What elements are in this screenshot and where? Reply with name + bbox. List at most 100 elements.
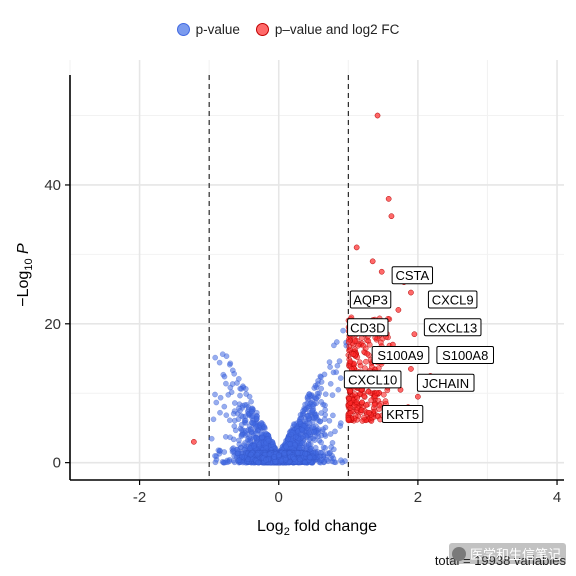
data-point-blue: [238, 433, 245, 440]
data-point-red: [347, 388, 354, 394]
data-point-blue: [299, 427, 306, 433]
legend: p-value p–value and log2 FC: [0, 22, 576, 37]
data-point-blue: [335, 386, 342, 393]
data-point-red: [385, 195, 392, 202]
data-point-red: [369, 258, 376, 265]
data-point-blue: [246, 393, 253, 400]
data-point-blue: [210, 416, 217, 423]
data-point-red: [346, 395, 352, 402]
data-point-blue: [304, 400, 311, 407]
data-point-blue: [237, 385, 243, 392]
data-point-blue: [271, 454, 278, 460]
data-point-blue: [313, 414, 320, 421]
gene-label-box: [391, 266, 434, 285]
data-point-red: [365, 388, 372, 395]
data-point-blue: [248, 398, 254, 405]
data-point-blue: [321, 371, 328, 378]
gene-label: KRT5: [386, 407, 419, 422]
data-point-blue: [231, 400, 238, 406]
data-point-blue: [276, 452, 282, 459]
data-point-blue: [223, 412, 230, 419]
data-point-blue: [230, 410, 237, 417]
data-point-blue: [242, 413, 249, 420]
legend-dot-blue: [176, 23, 190, 36]
data-point-blue: [326, 359, 333, 365]
data-point-red: [353, 399, 360, 405]
data-point-blue: [248, 451, 254, 458]
caption: total = 19938 variables: [434, 553, 566, 568]
data-point-blue: [292, 441, 298, 448]
data-point-red: [371, 401, 378, 408]
gene-label-box: [436, 346, 494, 365]
data-point-blue: [221, 403, 228, 410]
data-point-blue: [311, 437, 318, 443]
data-point-blue: [312, 382, 319, 389]
axis-titles: Log2 fold change −Log10 P: [15, 243, 377, 538]
data-point-blue: [219, 351, 226, 358]
data-point-blue: [310, 403, 316, 410]
data-point-blue: [212, 453, 218, 459]
gene-label-box: [371, 346, 430, 365]
gene-label-box: [416, 373, 475, 392]
y-axis-title: −Log10 P: [15, 243, 35, 307]
data-point-blue: [231, 370, 237, 377]
data-point-blue: [327, 364, 333, 370]
data-point-blue: [295, 450, 301, 456]
data-point-blue: [313, 395, 320, 402]
legend-label-pvalue-fc: p–value and log2 FC: [274, 22, 400, 37]
data-point-red: [361, 393, 368, 399]
data-point-blue: [322, 391, 329, 398]
gene-label-box: [427, 290, 478, 309]
watermark: 医学和生信笔记: [448, 543, 566, 564]
data-point-blue: [337, 375, 344, 381]
data-point-blue: [285, 435, 291, 442]
data-point-blue: [281, 450, 288, 457]
y-tick-label: 0: [53, 455, 61, 472]
data-point-blue: [234, 450, 241, 457]
data-point-blue: [328, 444, 334, 450]
data-point-blue: [297, 419, 303, 425]
data-point-red: [415, 393, 421, 400]
data-point-blue: [318, 439, 324, 446]
data-point-blue: [272, 458, 279, 465]
data-point-red: [190, 438, 197, 445]
data-point-red: [366, 409, 372, 416]
data-point-blue: [340, 327, 346, 334]
wechat-icon: [451, 546, 466, 561]
data-point-blue: [305, 412, 312, 419]
data-point-blue: [227, 434, 233, 441]
data-point-red: [350, 351, 357, 357]
data-point-blue: [317, 418, 323, 425]
data-point-blue: [330, 412, 336, 419]
x-tick-label: 0: [275, 489, 283, 506]
data-point-blue: [263, 457, 269, 463]
data-point-blue: [331, 342, 337, 349]
data-point-blue: [306, 437, 313, 443]
data-point-blue: [231, 417, 238, 424]
data-point-blue: [254, 451, 261, 458]
data-point-blue: [330, 455, 337, 462]
data-point-red: [345, 339, 352, 345]
data-point-red: [362, 345, 369, 352]
data-point-blue: [297, 456, 303, 463]
data-point-blue: [222, 459, 229, 466]
data-point-blue: [256, 441, 263, 448]
data-point-blue: [282, 456, 289, 463]
data-point-red: [347, 358, 354, 365]
data-point-blue: [242, 402, 248, 408]
y-tick-label: 40: [44, 177, 61, 194]
data-point-blue: [255, 459, 262, 466]
data-point-blue: [226, 417, 233, 424]
data-point-blue: [251, 443, 257, 449]
data-point-blue: [306, 429, 312, 436]
legend-dot-red: [255, 23, 269, 36]
data-point-red: [352, 391, 358, 397]
data-point-red: [382, 398, 389, 404]
data-point-red: [355, 342, 362, 349]
data-point-red: [368, 397, 375, 404]
data-point-red: [408, 289, 414, 296]
data-point-red: [362, 365, 368, 372]
data-point-red: [363, 358, 369, 365]
